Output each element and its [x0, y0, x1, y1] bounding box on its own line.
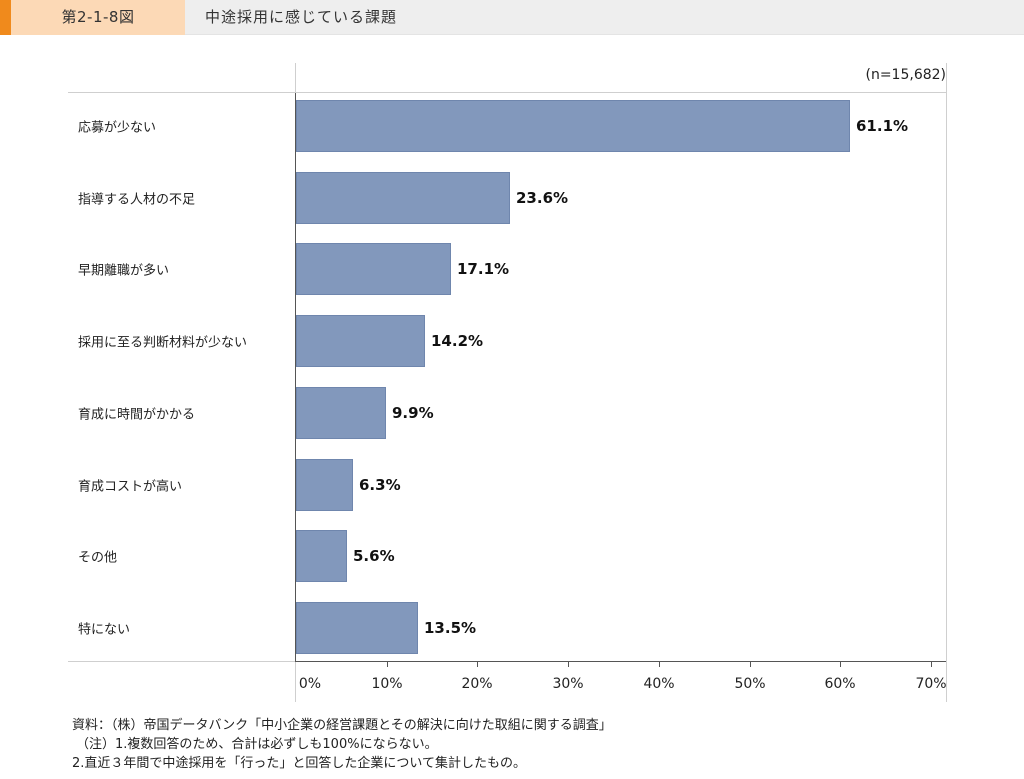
value-label: 23.6% [516, 189, 569, 207]
x-tick-label: 0% [298, 676, 322, 692]
bar [296, 530, 347, 582]
value-label: 6.3% [359, 476, 401, 494]
x-tick-mark [659, 662, 660, 667]
bar [296, 315, 425, 367]
x-tick-mark [387, 662, 388, 667]
x-tick-mark [568, 662, 569, 667]
figure-header: 第2-1-8図 中途採用に感じている課題 [0, 0, 1024, 35]
bar [296, 459, 353, 511]
x-tick-label: 40% [643, 676, 675, 692]
value-label: 17.1% [457, 260, 510, 278]
category-label: その他 [78, 550, 118, 566]
right-border-line [946, 63, 947, 702]
value-label: 5.6% [353, 547, 395, 565]
x-tick-label: 70% [915, 676, 947, 692]
sample-size-label: (n=15,682) [865, 67, 946, 83]
x-tick-mark [931, 662, 932, 667]
axis-bottom-extension [295, 662, 296, 702]
x-tick-label: 30% [552, 676, 584, 692]
bar [296, 100, 850, 152]
note-2: 2.直近３年間で中途採用を「行った」と回答した企業について集計したもの。 [72, 756, 527, 771]
category-label: 早期離職が多い [78, 263, 170, 279]
note-1: （注）1.複数回答のため、合計は必ずしも100%にならない。 [76, 737, 438, 752]
x-tick-label: 60% [824, 676, 856, 692]
bar [296, 172, 510, 224]
x-axis-line [295, 661, 946, 662]
category-label: 育成コストが高い [78, 479, 183, 495]
x-tick-mark [477, 662, 478, 667]
figure-title: 中途採用に感じている課題 [205, 8, 398, 26]
value-label: 14.2% [431, 332, 484, 350]
category-label: 特にない [78, 622, 131, 638]
x-tick-label: 10% [371, 676, 403, 692]
bar [296, 387, 386, 439]
value-label: 61.1% [856, 117, 909, 135]
x-tick-mark [840, 662, 841, 667]
category-label: 採用に至る判断材料が少ない [78, 335, 248, 351]
bar [296, 602, 418, 654]
category-label: 育成に時間がかかる [78, 407, 196, 423]
category-label: 応募が少ない [78, 120, 157, 136]
source-note: 資料：（株）帝国データバンク「中小企業の経営課題とその解決に向けた取組に関する調… [72, 718, 612, 733]
figure-number: 第2-1-8図 [11, 0, 185, 35]
bar [296, 243, 451, 295]
label-column-bottom-line [68, 661, 296, 662]
x-tick-label: 20% [461, 676, 493, 692]
y-axis-line [295, 93, 296, 661]
category-label: 指導する人材の不足 [78, 192, 196, 208]
value-label: 9.9% [392, 404, 434, 422]
header-accent-stripe [0, 0, 11, 35]
value-label: 13.5% [424, 619, 477, 637]
x-tick-mark [750, 662, 751, 667]
x-tick-label: 50% [734, 676, 766, 692]
top-border-line [68, 92, 946, 93]
axis-top-extension [295, 63, 296, 93]
footnotes: 資料：（株）帝国データバンク「中小企業の経営課題とその解決に向けた取組に関する調… [72, 716, 612, 773]
